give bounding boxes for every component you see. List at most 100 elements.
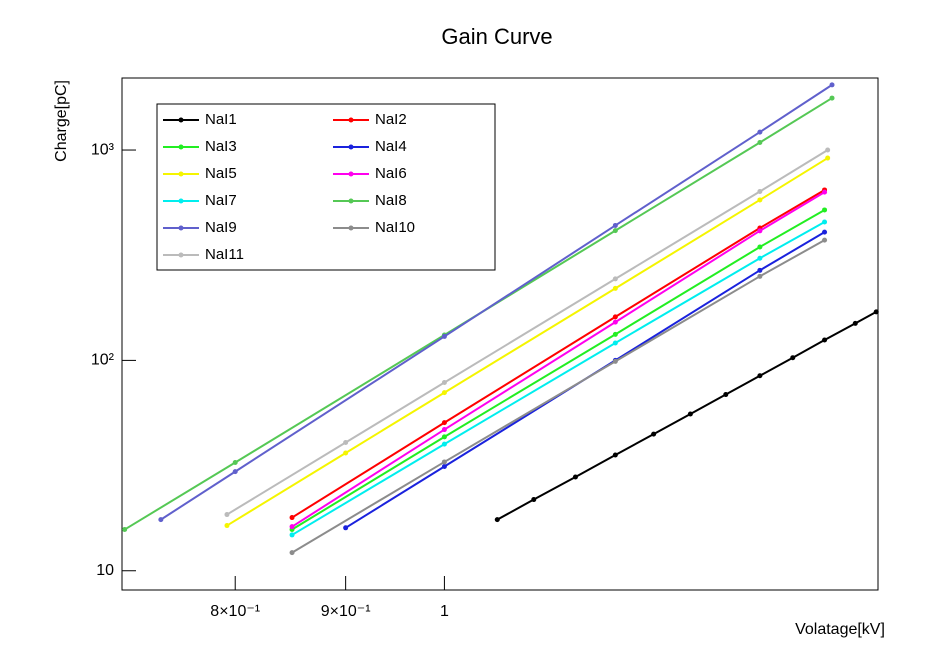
data-point [822,207,828,213]
data-point [441,390,447,396]
data-point [825,147,831,153]
data-point [289,550,295,556]
y-axis-label: Charge[pC] [53,80,70,162]
data-point [852,320,858,326]
data-point [822,189,828,195]
y-tick-label: 10² [91,352,115,369]
data-point [825,155,831,161]
data-point [757,273,763,279]
legend-label: NaI3 [205,138,237,155]
series-line [496,311,877,521]
legend-marker [178,198,184,204]
data-point [158,517,164,523]
legend-label: NaI9 [205,219,237,236]
legend-marker [178,117,184,123]
data-point [612,285,618,291]
x-tick-label: 1 [440,603,449,620]
data-point [441,441,447,447]
data-point [757,197,763,203]
data-point [232,460,238,466]
legend-label: NaI2 [375,111,407,128]
data-point [612,358,618,364]
data-point [612,331,618,337]
legend-marker [178,252,184,258]
data-point [829,95,835,101]
legend-marker [348,171,354,177]
legend-label: NaI5 [205,165,237,182]
data-point [822,229,828,235]
x-tick-label: 9×10⁻¹ [321,603,371,620]
legend-label: NaI6 [375,165,407,182]
data-point [651,431,657,437]
x-tick-label: 8×10⁻¹ [210,603,260,620]
data-point [822,237,828,243]
data-point [687,411,693,417]
data-point [612,319,618,325]
data-point [612,222,618,228]
legend-label: NaI8 [375,192,407,209]
legend-marker [348,225,354,231]
x-axis-label: Volatage[kV] [795,621,885,638]
data-point [822,337,828,343]
data-point [343,525,349,531]
legend-label: NaI1 [205,111,237,128]
legend-marker [348,198,354,204]
data-point [757,244,763,250]
data-point [612,452,618,458]
y-tick-label: 10³ [91,141,115,158]
data-point [757,139,763,145]
data-point [612,228,618,234]
legend-marker [348,117,354,123]
series-line [226,149,829,516]
data-point [612,340,618,346]
data-point [289,524,295,530]
data-point [757,189,763,195]
data-point [757,267,763,273]
data-point [343,440,349,446]
y-tick-label: 10 [96,562,114,579]
data-point [572,474,578,480]
data-point [531,497,537,503]
legend-marker [178,144,184,150]
legend-marker [178,171,184,177]
series-line [226,157,829,527]
legend-label: NaI10 [375,219,415,236]
data-point [757,255,763,261]
data-point [122,527,128,533]
series-line [160,84,833,521]
data-point [441,333,447,339]
data-point [441,380,447,386]
data-point [829,82,835,88]
data-point [757,373,763,379]
data-point [790,355,796,361]
data-point [441,427,447,433]
data-point [441,434,447,440]
legend-label: NaI7 [205,192,237,209]
legend-label: NaI11 [205,246,244,263]
legend-label: NaI4 [375,138,407,155]
data-point [232,469,238,475]
series-line [124,97,833,531]
data-point [612,314,618,320]
legend-marker [348,144,354,150]
data-point [822,219,828,225]
data-point [343,450,349,456]
data-point [612,276,618,282]
legend-box [156,103,496,271]
data-point [441,420,447,426]
data-point [224,512,230,518]
plot-frame [121,77,879,591]
data-point [494,517,500,523]
data-point [289,515,295,521]
data-point [289,532,295,538]
data-point [723,392,729,398]
data-point [224,523,230,529]
legend-marker [178,225,184,231]
data-point [441,459,447,465]
data-point [441,464,447,470]
chart-title: Gain Curve [441,24,552,49]
data-point [873,309,879,315]
